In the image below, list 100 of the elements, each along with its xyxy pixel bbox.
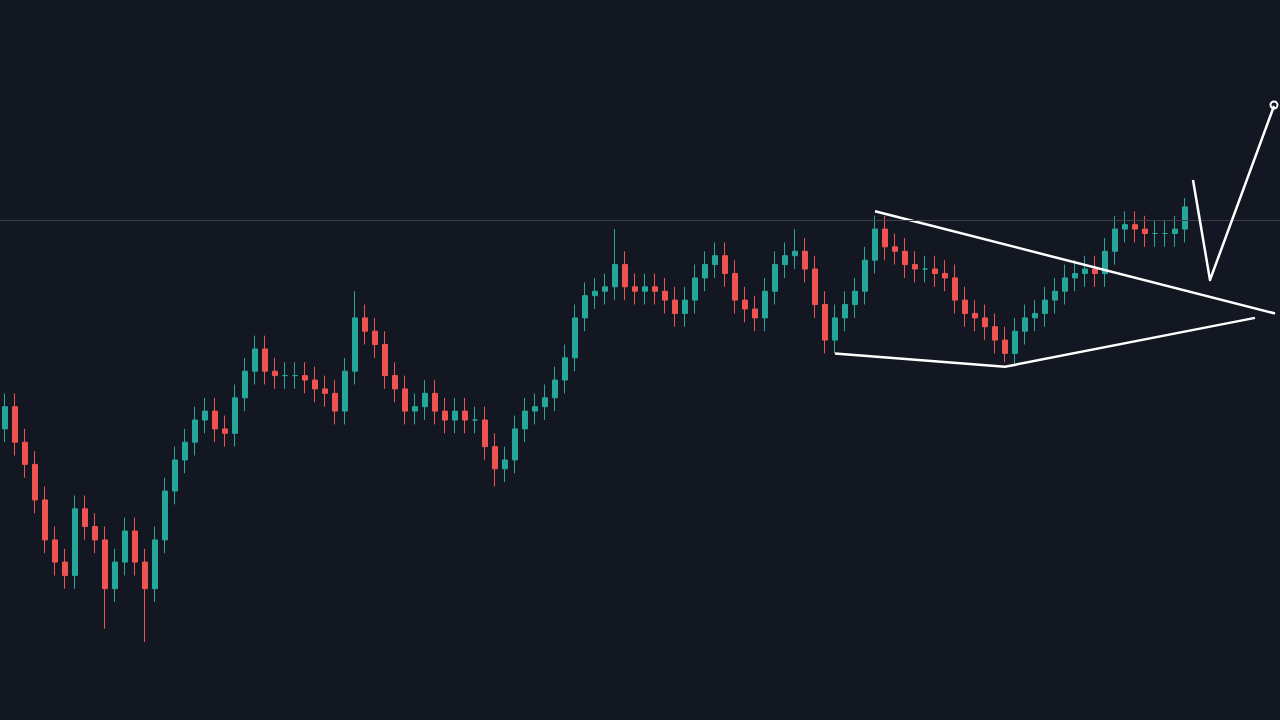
candlestick [392, 361, 398, 403]
candlestick [1062, 264, 1068, 306]
candlestick [632, 272, 638, 306]
candlestick [1022, 304, 1028, 346]
candlestick [642, 272, 648, 306]
candlestick [762, 277, 768, 332]
candlestick [992, 312, 998, 354]
candlestick [142, 548, 148, 643]
candlestick [702, 250, 708, 292]
candlestick [942, 259, 948, 292]
candlestick [892, 233, 898, 266]
candlestick [52, 526, 58, 576]
candlestick [742, 286, 748, 323]
candlestick [212, 397, 218, 443]
candlestick [1102, 237, 1108, 288]
candlestick [662, 277, 668, 314]
candlestick [12, 392, 18, 457]
candlestick [472, 406, 478, 434]
candlestick [102, 526, 108, 630]
candlestick [162, 477, 168, 554]
candlestick [382, 330, 388, 390]
candlestick [22, 428, 28, 479]
candlestick [272, 357, 278, 390]
candlestick [602, 272, 608, 306]
candlestick [492, 432, 498, 488]
candlestick [722, 241, 728, 288]
candlestick [42, 486, 48, 554]
candlestick [1132, 210, 1138, 243]
candlestick [852, 277, 858, 319]
candlestick [902, 237, 908, 279]
candlestick [532, 392, 538, 425]
candlestick [1072, 259, 1078, 292]
candlestick [302, 361, 308, 394]
candlestick [772, 250, 778, 306]
candlestick [112, 548, 118, 603]
candlestick [362, 304, 368, 346]
candlestick [482, 406, 488, 461]
candlestick [422, 379, 428, 421]
candlestick [1142, 215, 1148, 248]
candlestick [1092, 255, 1098, 288]
candlestick [432, 379, 438, 425]
candlestick [952, 264, 958, 314]
candlestick [182, 428, 188, 474]
candlestick [262, 335, 268, 385]
candlestick [962, 286, 968, 328]
candlestick [122, 517, 128, 576]
candlestick [342, 357, 348, 425]
candlestick [1052, 277, 1058, 314]
candlestick [132, 517, 138, 576]
candlestick [1012, 317, 1018, 368]
candlestick [1152, 219, 1158, 248]
candlestick [832, 304, 838, 354]
candlestick [1172, 215, 1178, 248]
candlestick [842, 290, 848, 332]
candlestick [1002, 326, 1008, 363]
candlestick [372, 317, 378, 359]
candlestick [82, 494, 88, 541]
candlestick [312, 366, 318, 403]
candlestick [1122, 210, 1128, 243]
candlestick [192, 406, 198, 457]
candlestick [872, 215, 878, 274]
candlestick [732, 259, 738, 314]
candlestick [502, 446, 508, 483]
candlestick [882, 215, 888, 261]
candlestick [92, 512, 98, 554]
candlestick [462, 397, 468, 434]
candlestick [522, 397, 528, 443]
candlestick [412, 392, 418, 425]
candlestick [292, 361, 298, 390]
candlestick [152, 526, 158, 603]
candlestick [552, 366, 558, 412]
candlestick [62, 548, 68, 590]
candlestick [672, 286, 678, 328]
candlestick [222, 415, 228, 448]
candlestick [72, 494, 78, 590]
candlestick [932, 255, 938, 288]
candlestick [352, 290, 358, 385]
candlestick [202, 397, 208, 434]
candlestick [252, 335, 258, 385]
candlestick [282, 361, 288, 390]
candlestick [1082, 255, 1088, 288]
candlestick [1182, 197, 1188, 243]
candlestick [232, 383, 238, 448]
candlestick [622, 250, 628, 301]
candlestick [862, 246, 868, 306]
candlestick [562, 344, 568, 394]
candlestick [452, 397, 458, 434]
candlestick [2, 392, 8, 443]
candlestick [542, 383, 548, 421]
candlestick [652, 272, 658, 306]
candlestick [582, 281, 588, 332]
candlestick [972, 299, 978, 332]
candlestick [1042, 286, 1048, 328]
candlestick [322, 375, 328, 408]
candlestick [682, 286, 688, 328]
candlestick [242, 357, 248, 412]
candlestick [592, 277, 598, 310]
candlestick [1112, 215, 1118, 266]
candlestick [692, 264, 698, 314]
candlestick [782, 241, 788, 279]
